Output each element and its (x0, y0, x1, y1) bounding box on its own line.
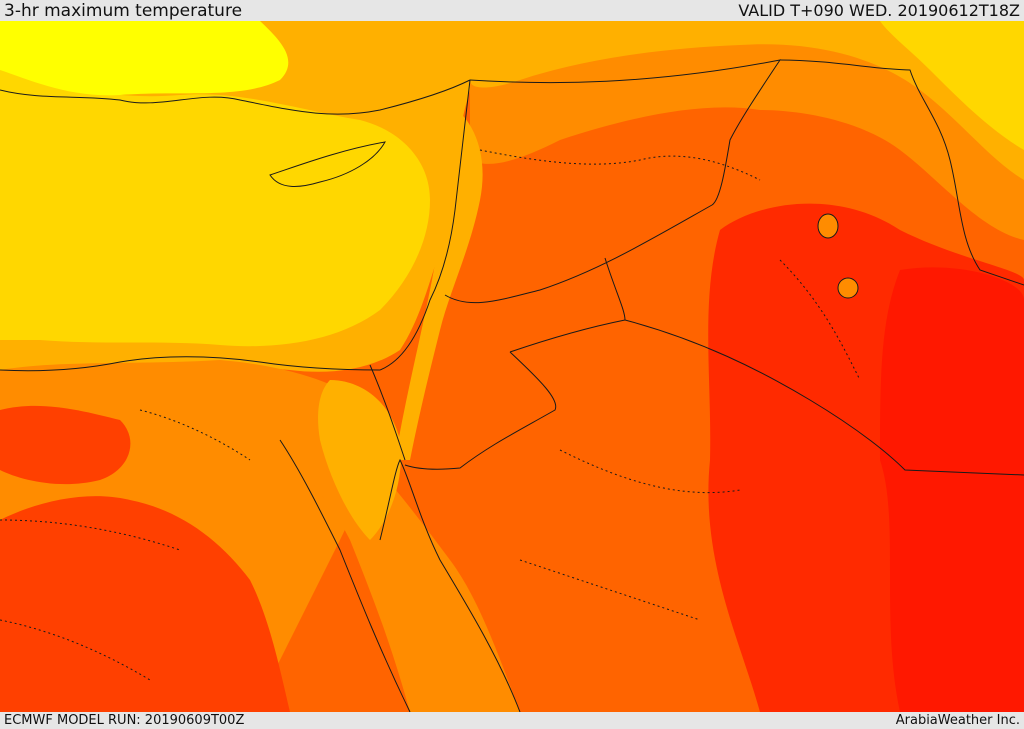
footer-bar: ECMWF MODEL RUN: 20190609T00Z ArabiaWeat… (0, 712, 1024, 729)
temp-zone-egypt-red (0, 496, 290, 712)
lake-tharthar (817, 213, 839, 239)
province-borders (0, 149, 861, 681)
coastline-lines (0, 79, 521, 712)
map-title: 3-hr maximum temperature (4, 0, 243, 21)
temp-zone-red-sea (280, 431, 520, 712)
temp-zone-deep-red (880, 267, 1024, 712)
lake-razazza (837, 277, 859, 299)
temp-zone-egypt-red-2 (0, 405, 131, 485)
valid-time-label: VALID T+090 WED. 20190612T18Z (738, 1, 1020, 20)
credit-label: ArabiaWeather Inc. (895, 713, 1020, 728)
temp-zone-sinai (318, 380, 401, 540)
temp-zone-pale-north (470, 21, 1024, 180)
model-run-label: ECMWF MODEL RUN: 20190609T00Z (4, 713, 245, 728)
header-bar: 3-hr maximum temperature VALID T+090 WED… (0, 0, 1024, 21)
country-borders (369, 59, 1024, 476)
temp-zone-orange-north (470, 21, 1024, 240)
temp-zone-sea-yellow (0, 60, 430, 347)
temp-zone-yellow-north (880, 21, 1024, 150)
temp-zone-sea-light (0, 21, 289, 96)
temperature-map[interactable] (0, 21, 1024, 712)
